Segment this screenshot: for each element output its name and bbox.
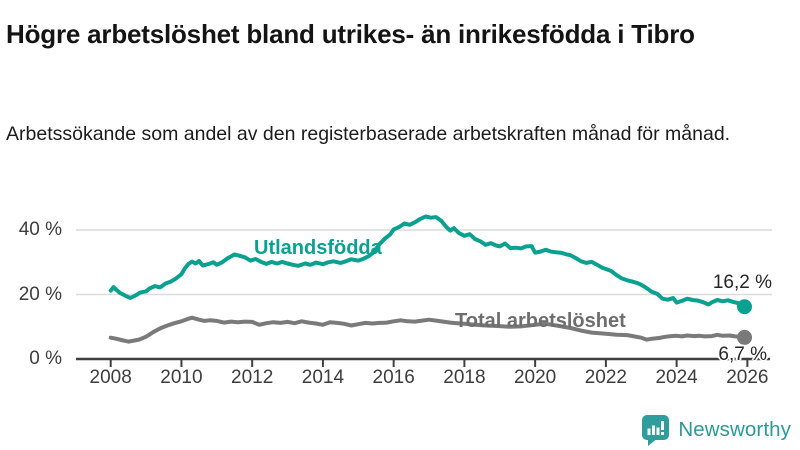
x-axis-label-2020: 2020	[513, 367, 557, 388]
series-label-utlandsfodda: Utlandsfödda	[254, 237, 382, 259]
x-axis-label-2012: 2012	[231, 367, 274, 388]
chart-title: Högre arbetslöshet bland utrikes- än inr…	[6, 19, 695, 50]
x-axis-label-2024: 2024	[655, 367, 698, 388]
end-value-total-arbetsloshet: 6,7 %	[718, 344, 767, 365]
x-axis-label-2018: 2018	[443, 367, 486, 388]
series-end-dot-1	[737, 329, 753, 345]
chart-subtitle: Arbetssökande som andel av den registerb…	[6, 122, 731, 145]
x-axis-label-2008: 2008	[89, 367, 132, 388]
series-line-0	[108, 214, 747, 309]
x-axis-label-2014: 2014	[301, 367, 345, 388]
newsworthy-wordmark: Newsworthy	[678, 418, 791, 441]
newsworthy-bubble-chart-icon	[642, 415, 670, 446]
y-axis-label-20: 20 %	[18, 283, 62, 305]
end-value-utlandsfodda: 16,2 %	[712, 272, 772, 293]
x-axis-label-2026: 2026	[726, 367, 769, 388]
x-axis-label-2010: 2010	[160, 367, 203, 388]
x-axis-label-2022: 2022	[584, 367, 628, 388]
y-axis-label-0: 0 %	[29, 348, 62, 369]
series-label-total-arbetsloshet: Total arbetslöshet	[455, 310, 626, 332]
x-axis-label-2016: 2016	[372, 367, 415, 388]
newsworthy-logo[interactable]: Newsworthy	[641, 414, 791, 446]
y-axis-label-40: 40 %	[18, 219, 62, 240]
series-line-1	[108, 315, 747, 344]
series-end-dot-0	[737, 299, 753, 315]
